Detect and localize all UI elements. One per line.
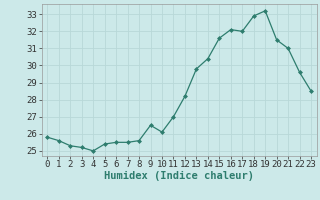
X-axis label: Humidex (Indice chaleur): Humidex (Indice chaleur) xyxy=(104,171,254,181)
